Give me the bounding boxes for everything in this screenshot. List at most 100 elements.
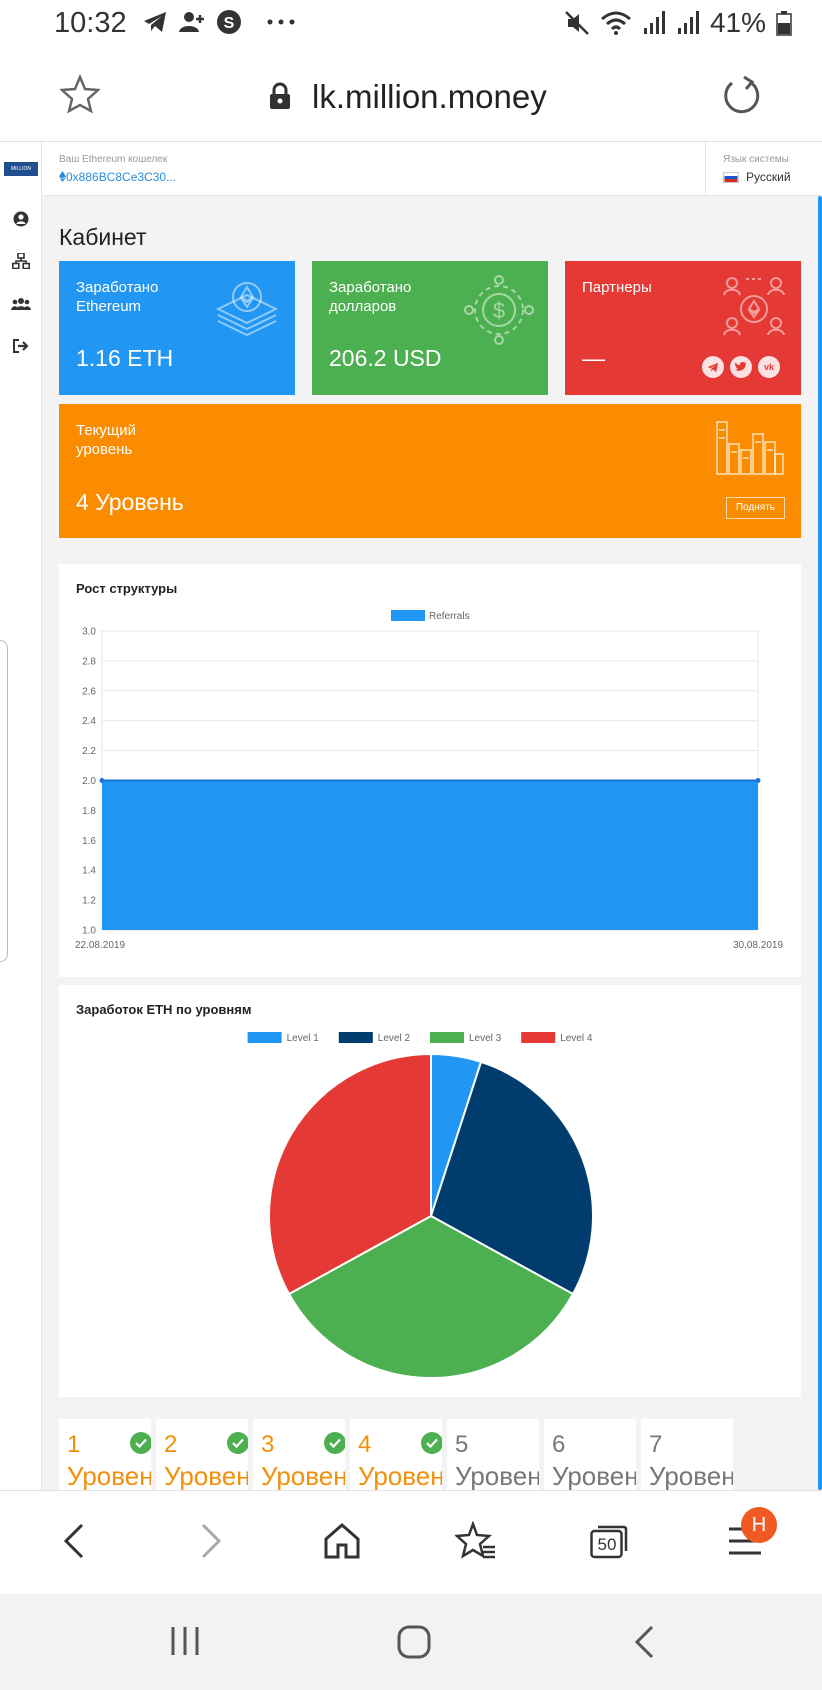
tabs-count: 50 [597,1535,617,1554]
y-tick-label: 1.6 [82,836,96,847]
reload-icon[interactable] [720,74,762,116]
battery-percent: 41% [709,7,766,38]
structure-growth-chart: Referrals 1.0 1.2 1.4 1.6 1.8 2.0 2.2 2.4 2.6 2.8 3… [75,610,783,951]
top-header: Ваш Ethereum кошелек 0x886BC8Ce3C30... Я… [42,142,822,196]
legend-swatch-level-1 [247,1032,282,1043]
level-word: Уровень [552,1461,636,1490]
x-tick-label: 30.08.2019 [733,940,783,951]
eth-earned-card: Заработано Ethereum 1.16 ETH [59,261,295,395]
add-contact-icon [179,12,204,32]
more-icon [267,19,295,25]
svg-text:S: S [224,15,235,32]
y-tick-label: 2.4 [82,716,96,727]
usd-earned-card: Заработано долларов 206.2 USD $ [312,261,548,395]
mute-icon [565,11,589,35]
structure-icon[interactable] [11,251,31,271]
telegram-share-icon[interactable] [702,356,724,378]
tabs-icon [590,1525,628,1559]
web-page: MILLION MONEY Ваш Ethereum кошелек 0x886… [0,142,822,1490]
level-1-tile[interactable]: 1 Уровень [59,1419,151,1490]
language-selector[interactable]: Язык системы Русский [705,142,822,196]
wifi-icon [600,11,631,35]
vk-share-icon[interactable]: vk [758,356,780,378]
tabs-button[interactable]: 50 [590,1521,628,1559]
pie-slice-level-2 [429,1060,594,1296]
svg-text:$: $ [493,298,505,323]
browser-toolbar: 50 H [0,1490,822,1594]
bookmarks-icon[interactable] [455,1521,497,1561]
level-number: 7 [649,1431,663,1458]
legend-label-level-4: Level 4 [560,1033,593,1044]
back-arrow-icon[interactable] [60,1521,90,1561]
browser-url-bar: lk.million.money [0,50,822,142]
system-back-icon[interactable] [632,1624,658,1660]
level-word: Уровень [164,1461,248,1490]
area-referrals [102,780,758,930]
y-tick-label: 3.0 [82,627,96,638]
recent-apps-icon[interactable] [168,1624,202,1658]
status-time: 10:32 [54,7,127,39]
partners-icon[interactable] [11,294,31,314]
url-text[interactable]: lk.million.money [312,78,547,115]
y-tick-label: 1.2 [82,896,96,907]
pie-slice-level-4 [268,1052,432,1296]
lock-icon [270,82,290,109]
ethereum-icon [59,171,66,182]
partners-value: — [582,345,605,371]
logout-icon[interactable] [11,336,31,356]
side-drawer-handle[interactable] [0,640,8,962]
data-point [99,778,105,783]
raise-level-button[interactable]: Поднять [725,497,785,519]
level-4-tile[interactable]: 4 Уровень [350,1419,442,1490]
home-icon[interactable] [322,1521,362,1561]
level-2-tile[interactable]: 2 Уровень [156,1419,248,1490]
eth-earned-label: Заработано Ethereum [76,279,159,315]
level-5-tile[interactable]: 5 Уровень [447,1419,539,1490]
level-6-tile[interactable]: 6 Уровень [544,1419,636,1490]
telegram-icon [144,12,166,32]
dollar-coin-icon: $ [464,275,534,345]
level-number: 2 [164,1431,178,1458]
y-tick-label: 2.6 [82,686,96,697]
page-title: Кабинет [59,224,147,250]
legend-swatch-level-4 [521,1032,556,1043]
level-number: 3 [261,1431,275,1458]
x-tick-label: 22.08.2019 [75,940,125,951]
level-word: Уровень [649,1461,733,1490]
pie-slice-level-3 [287,1214,575,1379]
language-label: Язык системы [723,154,789,165]
level-number: 1 [67,1431,81,1458]
level-7-tile[interactable]: 7 Уровень [641,1419,733,1490]
eth-by-level-title: Заработок ETH по уровням [76,1002,252,1017]
page-scrollbar[interactable] [818,196,822,1490]
forward-arrow-icon[interactable] [195,1521,225,1561]
partners-network-icon [723,277,785,336]
home-button-icon[interactable] [396,1624,432,1660]
status-bar: 10:32 S 41% [0,0,822,50]
twitter-share-icon[interactable] [730,356,752,378]
legend-swatch-referrals [391,610,425,621]
legend-label-level-2: Level 2 [378,1033,411,1044]
y-tick-label: 2.0 [82,776,96,787]
data-point [755,778,761,783]
russia-flag-icon [723,172,739,183]
legend-label-referrals: Referrals [429,611,470,622]
legend-label-level-3: Level 3 [469,1033,502,1044]
user-icon[interactable] [11,209,31,229]
profile-badge[interactable]: H [741,1507,777,1543]
check-icon [324,1432,345,1454]
system-navigation-bar [0,1594,822,1690]
bookmark-star-icon[interactable] [60,74,100,114]
partners-card: Партнеры — vk [565,261,801,395]
level-number: 6 [552,1431,566,1458]
check-icon [130,1432,151,1454]
wallet-address[interactable]: 0x886BC8Ce3C30... [59,170,176,184]
level-3-tile[interactable]: 3 Уровень [253,1419,345,1490]
structure-growth-title: Рост структуры [76,581,178,596]
eth-by-level-chart: Level 1 Level 2 Level 3 Level 4 [247,1032,594,1379]
check-icon [421,1432,442,1454]
usd-earned-label: Заработано долларов [329,279,412,315]
legend-label-level-1: Level 1 [287,1033,320,1044]
level-word: Уровень [67,1461,151,1490]
logo[interactable]: MILLION MONEY [4,162,38,176]
